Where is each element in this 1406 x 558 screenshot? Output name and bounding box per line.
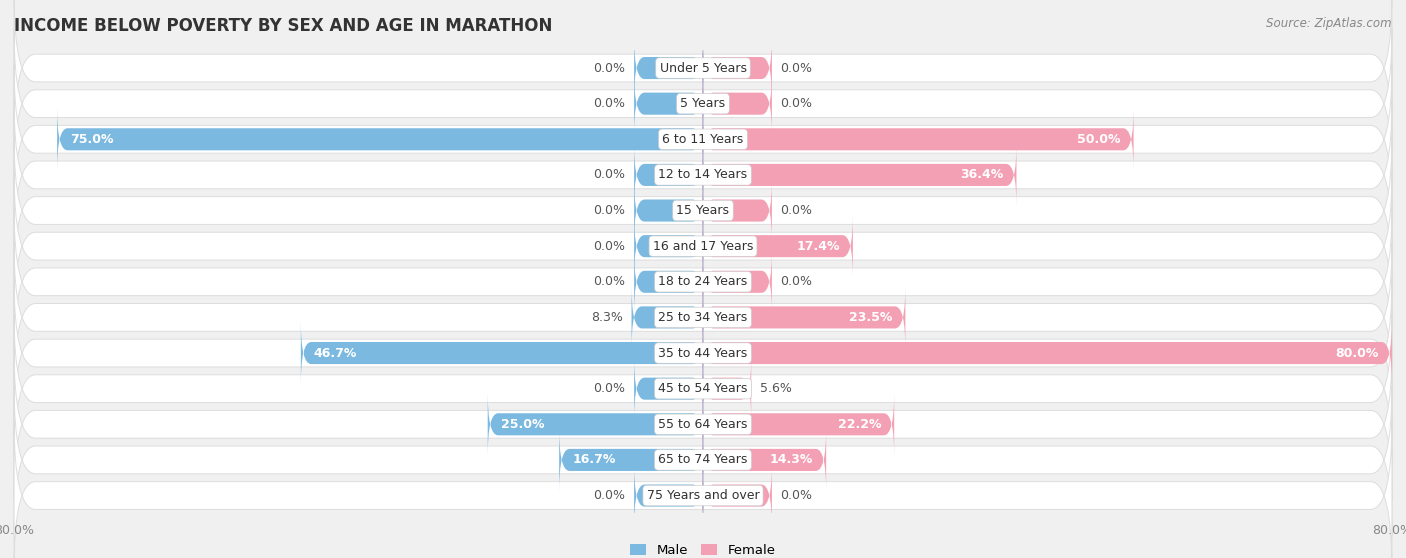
FancyBboxPatch shape <box>634 357 703 420</box>
FancyBboxPatch shape <box>703 108 1133 171</box>
Text: 75 Years and over: 75 Years and over <box>647 489 759 502</box>
Text: 0.0%: 0.0% <box>593 97 626 110</box>
Legend: Male, Female: Male, Female <box>626 539 780 558</box>
FancyBboxPatch shape <box>14 385 1392 535</box>
Text: 0.0%: 0.0% <box>780 97 813 110</box>
Text: 0.0%: 0.0% <box>593 489 626 502</box>
FancyBboxPatch shape <box>560 428 703 492</box>
FancyBboxPatch shape <box>14 278 1392 428</box>
FancyBboxPatch shape <box>14 0 1392 143</box>
FancyBboxPatch shape <box>634 36 703 100</box>
FancyBboxPatch shape <box>14 420 1392 558</box>
Text: 18 to 24 Years: 18 to 24 Years <box>658 275 748 288</box>
Text: 46.7%: 46.7% <box>314 347 357 359</box>
FancyBboxPatch shape <box>14 349 1392 499</box>
Text: 55 to 64 Years: 55 to 64 Years <box>658 418 748 431</box>
Text: 75.0%: 75.0% <box>70 133 114 146</box>
FancyBboxPatch shape <box>703 464 772 527</box>
FancyBboxPatch shape <box>634 143 703 206</box>
Text: 5 Years: 5 Years <box>681 97 725 110</box>
Text: 25.0%: 25.0% <box>501 418 544 431</box>
FancyBboxPatch shape <box>634 214 703 278</box>
Text: 12 to 14 Years: 12 to 14 Years <box>658 169 748 181</box>
FancyBboxPatch shape <box>14 242 1392 393</box>
Text: 0.0%: 0.0% <box>593 204 626 217</box>
Text: 45 to 54 Years: 45 to 54 Years <box>658 382 748 395</box>
Text: Source: ZipAtlas.com: Source: ZipAtlas.com <box>1267 17 1392 30</box>
FancyBboxPatch shape <box>634 250 703 314</box>
Text: 0.0%: 0.0% <box>593 169 626 181</box>
Text: 16 and 17 Years: 16 and 17 Years <box>652 240 754 253</box>
Text: 5.6%: 5.6% <box>759 382 792 395</box>
FancyBboxPatch shape <box>14 64 1392 214</box>
FancyBboxPatch shape <box>703 321 1392 385</box>
Text: 80.0%: 80.0% <box>1336 347 1379 359</box>
Text: 15 Years: 15 Years <box>676 204 730 217</box>
Text: 0.0%: 0.0% <box>593 240 626 253</box>
FancyBboxPatch shape <box>703 179 772 242</box>
Text: 36.4%: 36.4% <box>960 169 1004 181</box>
FancyBboxPatch shape <box>488 393 703 456</box>
Text: 6 to 11 Years: 6 to 11 Years <box>662 133 744 146</box>
Text: 0.0%: 0.0% <box>593 382 626 395</box>
Text: 0.0%: 0.0% <box>780 204 813 217</box>
Text: 50.0%: 50.0% <box>1077 133 1121 146</box>
FancyBboxPatch shape <box>703 428 827 492</box>
Text: 14.3%: 14.3% <box>770 454 813 466</box>
Text: 0.0%: 0.0% <box>780 275 813 288</box>
Text: 0.0%: 0.0% <box>780 489 813 502</box>
FancyBboxPatch shape <box>703 36 772 100</box>
FancyBboxPatch shape <box>14 314 1392 464</box>
FancyBboxPatch shape <box>703 214 853 278</box>
FancyBboxPatch shape <box>703 72 772 136</box>
Text: 35 to 44 Years: 35 to 44 Years <box>658 347 748 359</box>
FancyBboxPatch shape <box>14 100 1392 250</box>
FancyBboxPatch shape <box>634 179 703 242</box>
FancyBboxPatch shape <box>14 206 1392 357</box>
FancyBboxPatch shape <box>703 286 905 349</box>
Text: 22.2%: 22.2% <box>838 418 882 431</box>
Text: Under 5 Years: Under 5 Years <box>659 61 747 75</box>
FancyBboxPatch shape <box>631 286 703 349</box>
Text: 17.4%: 17.4% <box>796 240 839 253</box>
Text: 8.3%: 8.3% <box>591 311 623 324</box>
Text: 65 to 74 Years: 65 to 74 Years <box>658 454 748 466</box>
Text: INCOME BELOW POVERTY BY SEX AND AGE IN MARATHON: INCOME BELOW POVERTY BY SEX AND AGE IN M… <box>14 17 553 35</box>
FancyBboxPatch shape <box>703 250 772 314</box>
Text: 0.0%: 0.0% <box>780 61 813 75</box>
FancyBboxPatch shape <box>14 171 1392 321</box>
FancyBboxPatch shape <box>14 28 1392 179</box>
Text: 23.5%: 23.5% <box>849 311 893 324</box>
FancyBboxPatch shape <box>58 108 703 171</box>
FancyBboxPatch shape <box>703 393 894 456</box>
FancyBboxPatch shape <box>634 464 703 527</box>
FancyBboxPatch shape <box>703 143 1017 206</box>
Text: 0.0%: 0.0% <box>593 275 626 288</box>
FancyBboxPatch shape <box>703 357 751 420</box>
FancyBboxPatch shape <box>14 136 1392 286</box>
Text: 0.0%: 0.0% <box>593 61 626 75</box>
FancyBboxPatch shape <box>301 321 703 385</box>
FancyBboxPatch shape <box>634 72 703 136</box>
Text: 25 to 34 Years: 25 to 34 Years <box>658 311 748 324</box>
Text: 16.7%: 16.7% <box>572 454 616 466</box>
